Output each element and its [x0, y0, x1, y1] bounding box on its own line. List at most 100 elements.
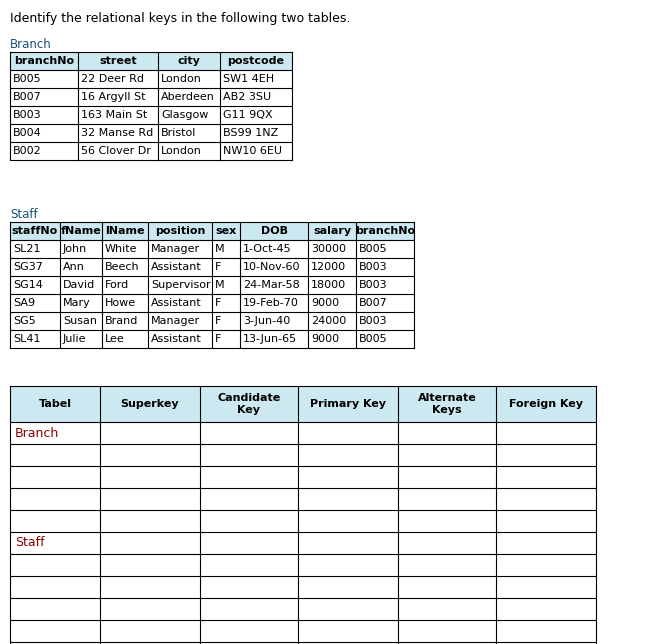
- Text: Superkey: Superkey: [120, 399, 179, 409]
- Text: lName: lName: [105, 226, 145, 236]
- Text: salary: salary: [313, 226, 351, 236]
- Bar: [10, 386, 596, 422]
- Text: B007: B007: [359, 298, 388, 308]
- Text: Beech: Beech: [105, 262, 140, 272]
- Text: 30000: 30000: [311, 244, 346, 254]
- Text: 10-Nov-60: 10-Nov-60: [243, 262, 300, 272]
- Text: Brand: Brand: [105, 316, 138, 326]
- Text: SL41: SL41: [13, 334, 41, 344]
- Text: Howe: Howe: [105, 298, 136, 308]
- Bar: [10, 510, 596, 532]
- Text: Assistant: Assistant: [151, 334, 202, 344]
- Text: SA9: SA9: [13, 298, 35, 308]
- Text: street: street: [99, 56, 137, 66]
- Text: sex: sex: [215, 226, 237, 236]
- Text: Alternate
Keys: Alternate Keys: [417, 393, 476, 415]
- Text: B005: B005: [359, 244, 387, 254]
- Text: 16 Argyll St: 16 Argyll St: [81, 92, 145, 102]
- Text: Identify the relational keys in the following two tables.: Identify the relational keys in the foll…: [10, 12, 351, 25]
- Bar: [10, 276, 414, 294]
- Text: Mary: Mary: [63, 298, 91, 308]
- Bar: [10, 258, 414, 276]
- Bar: [10, 466, 596, 488]
- Text: London: London: [161, 146, 202, 156]
- Text: Bristol: Bristol: [161, 128, 197, 138]
- Text: B003: B003: [359, 262, 387, 272]
- Bar: [10, 620, 596, 642]
- Text: Tabel: Tabel: [39, 399, 72, 409]
- Text: 56 Clover Dr: 56 Clover Dr: [81, 146, 151, 156]
- Text: SW1 4EH: SW1 4EH: [223, 74, 274, 84]
- Text: SG5: SG5: [13, 316, 35, 326]
- Bar: [10, 598, 596, 620]
- Text: London: London: [161, 74, 202, 84]
- Text: 24-Mar-58: 24-Mar-58: [243, 280, 300, 290]
- Bar: [10, 444, 596, 466]
- Text: 18000: 18000: [311, 280, 346, 290]
- Text: 19-Feb-70: 19-Feb-70: [243, 298, 299, 308]
- Bar: [10, 142, 292, 160]
- Bar: [10, 576, 596, 598]
- Text: Assistant: Assistant: [151, 262, 202, 272]
- Text: F: F: [215, 262, 221, 272]
- Text: G11 9QX: G11 9QX: [223, 110, 273, 120]
- Text: Julie: Julie: [63, 334, 86, 344]
- Bar: [10, 240, 414, 258]
- Text: Assistant: Assistant: [151, 298, 202, 308]
- Bar: [10, 554, 596, 576]
- Text: branchNo: branchNo: [14, 56, 74, 66]
- Bar: [10, 124, 292, 142]
- Text: B005: B005: [13, 74, 41, 84]
- Text: Foreign Key: Foreign Key: [509, 399, 583, 409]
- Text: B004: B004: [13, 128, 41, 138]
- Bar: [10, 330, 414, 348]
- Text: SL21: SL21: [13, 244, 41, 254]
- Text: Supervisor: Supervisor: [151, 280, 211, 290]
- Text: Lee: Lee: [105, 334, 124, 344]
- Bar: [10, 422, 596, 444]
- Text: Manager: Manager: [151, 244, 200, 254]
- Text: 22 Deer Rd: 22 Deer Rd: [81, 74, 144, 84]
- Text: Branch: Branch: [15, 426, 60, 439]
- Text: 24000: 24000: [311, 316, 347, 326]
- Text: Staff: Staff: [15, 536, 45, 549]
- Text: city: city: [177, 56, 201, 66]
- Text: postcode: postcode: [227, 56, 284, 66]
- Text: B007: B007: [13, 92, 41, 102]
- Text: B003: B003: [359, 316, 387, 326]
- Text: Ann: Ann: [63, 262, 85, 272]
- Text: DOB: DOB: [260, 226, 288, 236]
- Text: Primary Key: Primary Key: [310, 399, 386, 409]
- Text: 3-Jun-40: 3-Jun-40: [243, 316, 290, 326]
- Text: fName: fName: [61, 226, 102, 236]
- Bar: [10, 70, 292, 88]
- Text: AB2 3SU: AB2 3SU: [223, 92, 271, 102]
- Text: B002: B002: [13, 146, 41, 156]
- Text: SG14: SG14: [13, 280, 43, 290]
- Text: staffNo: staffNo: [12, 226, 58, 236]
- Text: position: position: [155, 226, 205, 236]
- Text: David: David: [63, 280, 95, 290]
- Text: F: F: [215, 298, 221, 308]
- Text: Ford: Ford: [105, 280, 129, 290]
- Bar: [10, 106, 292, 124]
- Text: Candidate
Key: Candidate Key: [217, 393, 280, 415]
- Bar: [10, 88, 292, 106]
- Text: Aberdeen: Aberdeen: [161, 92, 215, 102]
- Bar: [10, 532, 596, 554]
- Text: White: White: [105, 244, 138, 254]
- Text: 13-Jun-65: 13-Jun-65: [243, 334, 297, 344]
- Text: Branch: Branch: [10, 38, 52, 51]
- Bar: [10, 294, 414, 312]
- Text: Susan: Susan: [63, 316, 97, 326]
- Text: B003: B003: [359, 280, 387, 290]
- Text: NW10 6EU: NW10 6EU: [223, 146, 282, 156]
- Text: 1-Oct-45: 1-Oct-45: [243, 244, 292, 254]
- Text: B003: B003: [13, 110, 41, 120]
- Text: 32 Manse Rd: 32 Manse Rd: [81, 128, 153, 138]
- Text: Manager: Manager: [151, 316, 200, 326]
- Text: branchNo: branchNo: [355, 226, 415, 236]
- Text: F: F: [215, 334, 221, 344]
- Bar: [10, 52, 292, 70]
- Bar: [10, 488, 596, 510]
